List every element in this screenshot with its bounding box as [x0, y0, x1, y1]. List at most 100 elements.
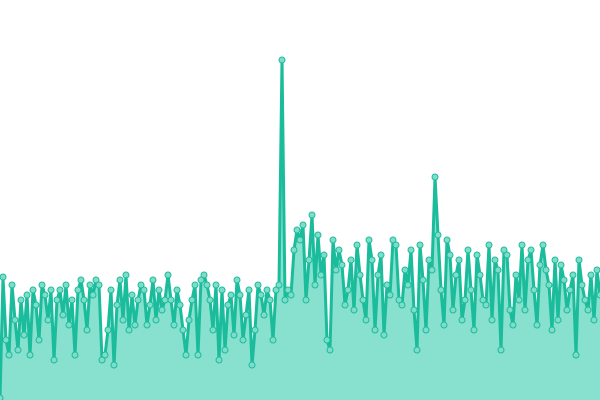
- data-point: [251, 326, 259, 334]
- data-point: [155, 286, 163, 294]
- data-point: [521, 306, 529, 314]
- data-point: [524, 256, 532, 264]
- data-point: [290, 246, 298, 254]
- data-point: [344, 286, 352, 294]
- data-point: [506, 306, 514, 314]
- data-point: [179, 326, 187, 334]
- data-point: [347, 256, 355, 264]
- data-point: [404, 281, 412, 289]
- data-point: [125, 326, 133, 334]
- data-point: [368, 256, 376, 264]
- data-point: [392, 241, 400, 249]
- data-point: [296, 236, 304, 244]
- data-point: [245, 286, 253, 294]
- data-point: [164, 271, 172, 279]
- data-point: [431, 173, 439, 181]
- data-point: [86, 281, 94, 289]
- data-point: [311, 281, 319, 289]
- data-point: [326, 346, 334, 354]
- data-point: [449, 306, 457, 314]
- data-point: [557, 261, 565, 269]
- data-point: [479, 296, 487, 304]
- data-point: [287, 291, 295, 299]
- data-point: [317, 271, 325, 279]
- data-point: [0, 273, 7, 281]
- data-point: [275, 281, 283, 289]
- data-point: [23, 291, 31, 299]
- data-point: [497, 346, 505, 354]
- data-point: [14, 346, 22, 354]
- data-point: [254, 281, 262, 289]
- data-point: [242, 311, 250, 319]
- data-point: [395, 296, 403, 304]
- data-point: [113, 301, 121, 309]
- data-point: [323, 336, 331, 344]
- data-point: [116, 276, 124, 284]
- data-point: [482, 301, 490, 309]
- data-point: [185, 316, 193, 324]
- data-point: [338, 261, 346, 269]
- data-point: [182, 351, 190, 359]
- data-point: [284, 286, 292, 294]
- data-point: [170, 321, 178, 329]
- data-point: [581, 296, 589, 304]
- data-point: [563, 306, 571, 314]
- data-point: [128, 291, 136, 299]
- data-point: [509, 321, 517, 329]
- data-point: [299, 221, 307, 229]
- data-point: [533, 321, 541, 329]
- data-point: [77, 276, 85, 284]
- data-point: [548, 326, 556, 334]
- data-point: [41, 291, 49, 299]
- data-point: [98, 356, 106, 364]
- data-point: [152, 316, 160, 324]
- data-point: [68, 296, 76, 304]
- data-point: [2, 336, 10, 344]
- data-point: [221, 346, 229, 354]
- data-point: [38, 281, 46, 289]
- data-point: [44, 316, 52, 324]
- data-point: [56, 286, 64, 294]
- data-point: [191, 281, 199, 289]
- data-point: [473, 251, 481, 259]
- data-point: [443, 236, 451, 244]
- data-point: [293, 226, 301, 234]
- data-point: [416, 241, 424, 249]
- data-point: [398, 301, 406, 309]
- data-point: [587, 271, 595, 279]
- data-point: [302, 296, 310, 304]
- data-point: [194, 351, 202, 359]
- data-point: [350, 306, 358, 314]
- data-point: [83, 326, 91, 334]
- data-point: [308, 211, 316, 219]
- data-point: [419, 276, 427, 284]
- data-point: [197, 276, 205, 284]
- data-point: [314, 231, 322, 239]
- data-point: [107, 286, 115, 294]
- data-point: [596, 291, 600, 299]
- data-point: [263, 286, 271, 294]
- data-point: [35, 336, 43, 344]
- data-point: [104, 326, 112, 334]
- data-point: [371, 326, 379, 334]
- data-point: [272, 286, 280, 294]
- data-point: [542, 266, 550, 274]
- data-point: [29, 286, 37, 294]
- data-point: [53, 296, 61, 304]
- data-point: [188, 296, 196, 304]
- data-point: [515, 296, 523, 304]
- data-point: [167, 296, 175, 304]
- data-point: [434, 231, 442, 239]
- data-point: [461, 296, 469, 304]
- data-point: [401, 266, 409, 274]
- data-point: [203, 281, 211, 289]
- data-point: [218, 286, 226, 294]
- data-point: [500, 246, 508, 254]
- data-point: [230, 331, 238, 339]
- data-point: [173, 286, 181, 294]
- data-point: [530, 286, 538, 294]
- data-point: [590, 316, 598, 324]
- data-point: [0, 394, 4, 400]
- data-point: [149, 276, 157, 284]
- data-point: [11, 316, 19, 324]
